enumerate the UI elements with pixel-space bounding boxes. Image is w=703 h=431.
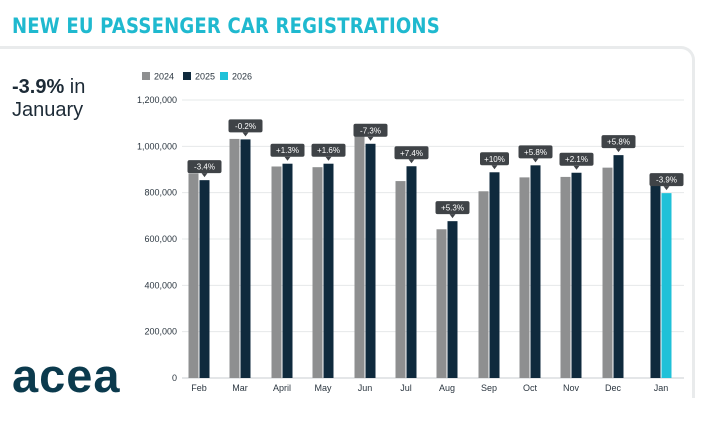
bar-jun-2025 — [365, 143, 376, 378]
change-label-oct: +5.8% — [524, 148, 547, 157]
change-label-pointer — [284, 156, 291, 161]
bar-dec-2025 — [613, 155, 624, 378]
change-label-pointer — [449, 214, 456, 219]
change-label-box — [601, 135, 636, 149]
legend-swatch-2024 — [142, 72, 150, 80]
change-label-pointer — [242, 132, 249, 137]
change-label-pointer — [491, 165, 498, 170]
change-label-jan: -3.9% — [656, 176, 677, 185]
bar-feb-2024 — [188, 173, 199, 378]
bar-oct-2025 — [530, 165, 541, 378]
change-label-pointer — [367, 136, 374, 141]
legend-swatch-2026 — [220, 72, 228, 80]
change-label-april: +1.3% — [276, 146, 299, 155]
x-tick-label: Feb — [191, 383, 207, 393]
x-tick-label: Sep — [481, 383, 497, 393]
change-label-dec: +5.8% — [607, 138, 630, 147]
bar-feb-2025 — [199, 180, 210, 378]
x-tick-label: Dec — [605, 383, 622, 393]
change-label-box — [228, 119, 263, 133]
bar-jul-2025 — [406, 166, 417, 378]
x-tick-label: Jul — [400, 383, 412, 393]
y-tick-label: 1,200,000 — [137, 95, 177, 105]
bar-sep-2025 — [489, 172, 500, 378]
change-label-box — [311, 143, 346, 157]
bar-jul-2024 — [395, 181, 406, 378]
headline-suffix: in — [64, 76, 86, 98]
change-label-box — [394, 146, 429, 160]
chart-card — [0, 46, 695, 398]
change-label-box — [435, 201, 470, 215]
bar-jun-2024 — [354, 125, 365, 378]
change-label-jul: +7.4% — [400, 149, 423, 158]
x-tick-label: Oct — [523, 383, 538, 393]
bar-sep-2024 — [478, 191, 489, 378]
bar-nov-2024 — [560, 176, 571, 378]
bar-april-2024 — [271, 166, 282, 378]
y-tick-label: 400,000 — [144, 280, 177, 290]
headline-period: January — [12, 99, 84, 121]
x-tick-label: Jun — [358, 383, 373, 393]
legend-label-2026: 2026 — [232, 72, 252, 82]
change-label-box — [353, 123, 388, 137]
change-label-pointer — [408, 159, 415, 164]
bar-aug-2024 — [436, 229, 447, 378]
bar-jan-2026 — [661, 193, 672, 378]
x-tick-label: Nov — [563, 383, 580, 393]
bar-jan-2025 — [650, 185, 661, 378]
change-label-aug: +5.3% — [441, 204, 464, 213]
bar-may-2025 — [323, 163, 334, 378]
change-label-pointer — [325, 156, 332, 161]
change-label-box — [270, 143, 305, 157]
change-label-box — [518, 145, 553, 159]
y-tick-label: 600,000 — [144, 234, 177, 244]
y-tick-label: 800,000 — [144, 188, 177, 198]
change-label-feb: -3.4% — [194, 163, 215, 172]
legend-label-2025: 2025 — [195, 72, 215, 82]
bar-dec-2024 — [602, 167, 613, 378]
y-tick-label: 1,000,000 — [137, 141, 177, 151]
x-tick-label: Mar — [232, 383, 248, 393]
bar-april-2025 — [282, 163, 293, 378]
x-tick-label: April — [273, 383, 291, 393]
change-label-pointer — [573, 165, 580, 170]
change-label-jun: -7.3% — [360, 126, 381, 135]
change-label-box — [480, 152, 509, 166]
change-label-pointer — [532, 158, 539, 163]
chart-title: NEW EU PASSENGER CAR REGISTRATIONS — [12, 14, 440, 38]
bar-nov-2025 — [571, 172, 582, 378]
bar-mar-2024 — [229, 138, 240, 378]
change-label-pointer — [663, 186, 670, 191]
change-label-box — [559, 152, 594, 166]
x-tick-label: Aug — [439, 383, 455, 393]
change-label-box — [187, 160, 222, 174]
change-label-sep: +10% — [484, 155, 505, 164]
change-label-pointer — [201, 173, 208, 178]
x-tick-label: May — [314, 383, 332, 393]
change-label-pointer — [615, 148, 622, 153]
acea-logo: acea — [12, 349, 121, 402]
headline: -3.9% in January — [12, 76, 85, 122]
change-label-nov: +2.1% — [565, 155, 588, 164]
bar-may-2024 — [312, 167, 323, 378]
headline-value: -3.9% — [12, 76, 65, 98]
change-label-may: +1.6% — [317, 146, 340, 155]
bar-aug-2025 — [447, 221, 458, 378]
change-label-box — [649, 173, 684, 187]
y-tick-label: 200,000 — [144, 327, 177, 337]
x-tick-label: Jan — [654, 383, 669, 393]
bar-oct-2024 — [519, 177, 530, 378]
change-label-mar: -0.2% — [235, 122, 256, 131]
legend-label-2024: 2024 — [154, 72, 174, 82]
legend-swatch-2025 — [183, 72, 191, 80]
y-tick-label: 0 — [172, 373, 177, 383]
bar-mar-2025 — [240, 139, 251, 378]
